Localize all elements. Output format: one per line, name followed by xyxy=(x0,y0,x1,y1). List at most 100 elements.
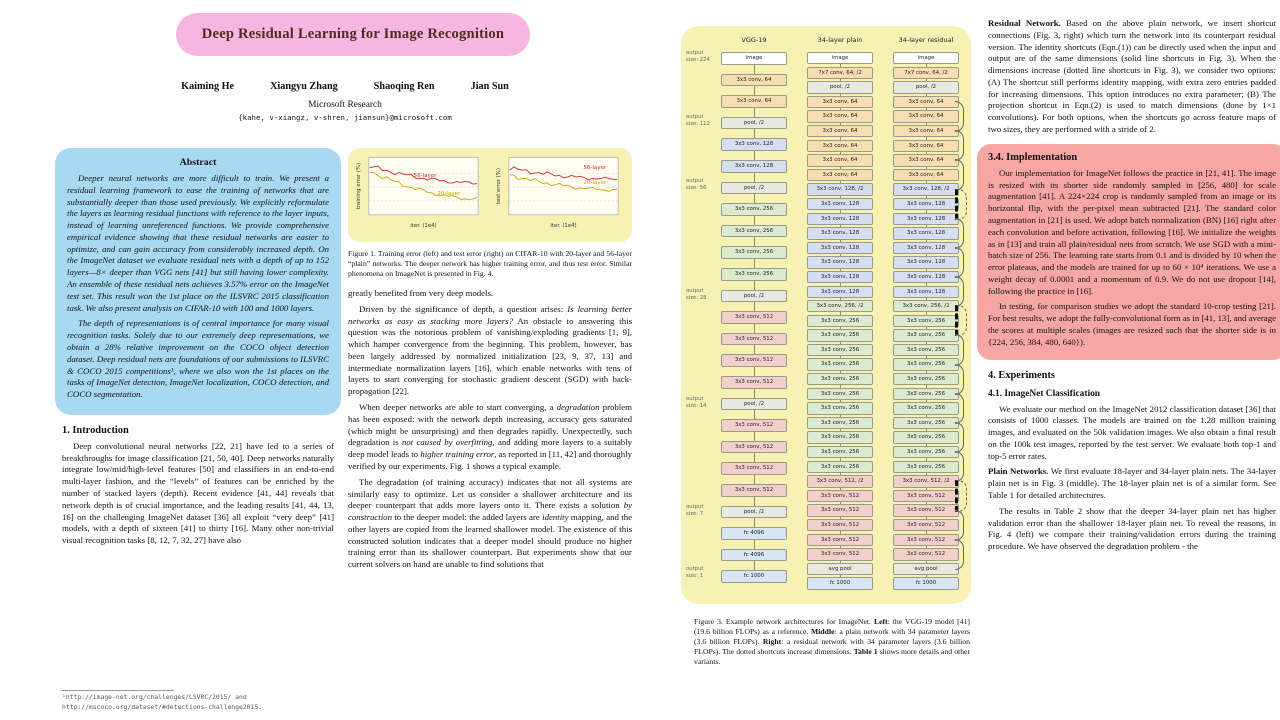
net-layer-box: pool, /2 xyxy=(721,397,787,411)
introduction-paragraph: Deep convolutional neural networks [22, … xyxy=(62,440,334,546)
body-paragraph: Plain Networks. We first evaluate 18-lay… xyxy=(988,466,1276,500)
author-name: Jian Sun xyxy=(470,81,509,92)
net-column-label: VGG-19 xyxy=(741,36,767,44)
author-emails: {kahe, v-xiangz, v-shren, jiansun}@micro… xyxy=(238,113,452,122)
output-size-label: output size: 1 xyxy=(686,566,704,579)
net-layer-box: 3x3 conv, 256, /2 xyxy=(807,300,873,313)
net-layer-box: 3x3 conv, 64 xyxy=(721,73,787,87)
net-layer-box: 3x3 conv, 512 xyxy=(721,484,787,497)
net-layer-box: 3x3 conv, 128, /2 xyxy=(893,183,959,196)
body-paragraph: The results in Table 2 show that the dee… xyxy=(988,505,1276,552)
output-size-label: output size: 7 xyxy=(686,504,704,517)
net-layer-box: 3x3 conv, 128 xyxy=(721,160,787,173)
net-layer-box: 3x3 conv, 64 xyxy=(893,168,959,182)
net-layer-box: image xyxy=(807,52,873,65)
output-size-label: output size: 112 xyxy=(686,114,710,127)
net-layer-box: 3x3 conv, 128 xyxy=(807,227,873,240)
error-curve-20-layer xyxy=(369,172,478,200)
author-name: Kaiming He xyxy=(181,81,235,92)
net-layer-box: 3x3 conv, 64 xyxy=(807,95,873,109)
introduction-heading: 1. Introduction xyxy=(62,424,129,436)
body-paragraph: Driven by the significance of depth, a q… xyxy=(348,303,633,397)
net-layer-box: image xyxy=(721,52,787,65)
figure3-highlight: VGG-19 image 3x3 conv, 64 3x3 conv, 64 pool… xyxy=(681,26,971,604)
abstract-paragraph: The depth of representations is of centr… xyxy=(67,318,329,400)
net-layer-box: pool, /2 xyxy=(721,505,787,519)
net-layer-box: 7x7 conv, 64, /2 xyxy=(893,66,959,79)
net-layer-box: pool, /2 xyxy=(893,81,959,94)
net-layer-box: 3x3 conv, 128 xyxy=(893,270,959,284)
net-layer-box: 3x3 conv, 256 xyxy=(893,373,959,386)
net-layer-box: 3x3 conv, 64 xyxy=(807,154,873,167)
experiments-body: We evaluate our method on the ImageNet 2… xyxy=(988,404,1276,553)
net-layer-box: 3x3 conv, 512 xyxy=(893,504,959,517)
net-layer-box: 3x3 conv, 256 xyxy=(721,203,787,216)
net-column-label: 34-layer plain xyxy=(817,36,863,44)
net-layer-box: 3x3 conv, 512, /2 xyxy=(807,475,873,488)
net-layer-box: 3x3 conv, 256 xyxy=(721,268,787,281)
net-layer-box: 3x3 conv, 256, /2 xyxy=(893,300,959,313)
net-layer-box: 3x3 conv, 128, /2 xyxy=(807,183,873,196)
net-layer-box: fc 1000 xyxy=(807,577,873,590)
shortcut-arc xyxy=(955,363,964,395)
net-layer-box: 3x3 conv, 256 xyxy=(807,314,873,328)
net-layer-box: 3x3 conv, 256 xyxy=(807,431,873,444)
net-layer-box: 3x3 conv, 64 xyxy=(893,95,959,109)
net-layer-box: 3x3 conv, 64 xyxy=(807,110,873,123)
net-layer-box: 3x3 conv, 512, /2 xyxy=(893,475,959,488)
net-layer-box: 3x3 conv, 128 xyxy=(807,212,873,225)
body-paragraph: The degradation (of training accuracy) i… xyxy=(348,476,633,570)
net-layer-box: 3x3 conv, 512 xyxy=(721,376,787,389)
implementation-paragraph: In testing, for comparison studies we ad… xyxy=(988,301,1276,347)
net-layer-box: 3x3 conv, 64 xyxy=(893,139,959,152)
net-layer-box: 3x3 conv, 256 xyxy=(893,416,959,430)
net-layer-box: 7x7 conv, 64, /2 xyxy=(807,66,873,79)
net-layer-box: 3x3 conv, 128 xyxy=(807,270,873,284)
net-layer-box: 3x3 conv, 256 xyxy=(807,358,873,371)
net-layer-box: 3x3 conv, 128 xyxy=(893,285,959,298)
net-column-34-residual: 34-layer residual image 7x7 conv, 64, /2 p… xyxy=(887,36,967,596)
net-layer-box: fc 4096 xyxy=(721,548,787,562)
net-layer-box: 3x3 conv, 128 xyxy=(807,285,873,298)
page1-column-left: Abstract Deeper neural networks are more… xyxy=(55,148,341,714)
net-layer-box: 3x3 conv, 256 xyxy=(893,402,959,415)
series-label-56-layer: 56-layer xyxy=(414,173,438,179)
net-layer-box: 3x3 conv, 256 xyxy=(893,358,959,371)
net-layer-box: image xyxy=(893,52,959,65)
net-layer-box: 3x3 conv, 256 xyxy=(893,446,959,459)
net-layer-box: 3x3 conv, 256 xyxy=(807,460,873,474)
footnote-rule xyxy=(62,690,174,692)
net-layer-box: 3x3 conv, 128 xyxy=(893,197,959,211)
shortcut-arc xyxy=(955,130,964,162)
implementation-body: Our implementation for ImageNet follows … xyxy=(988,168,1276,349)
experiments-heading: 4. Experiments xyxy=(988,369,1055,381)
net-layer-box: 3x3 conv, 512 xyxy=(721,440,787,454)
net-layer-box: 3x3 conv, 256 xyxy=(807,387,873,401)
net-layer-box: 3x3 conv, 64 xyxy=(807,124,873,138)
net-column-34-plain: 34-layer plain image 7x7 conv, 64, /2 pool… xyxy=(801,36,879,596)
abstract-heading: Abstract xyxy=(179,157,217,168)
net-layer-box: 3x3 conv, 256 xyxy=(807,416,873,430)
footnote-link[interactable]: ¹http://image-net.org/challenges/LSVRC/2… xyxy=(62,693,263,711)
y-axis-label: training error (%) xyxy=(356,163,362,209)
net-layer-box: 3x3 conv, 256 xyxy=(893,431,959,444)
net-column-label: 34-layer residual xyxy=(898,36,954,44)
net-layer-box: 3x3 conv, 256 xyxy=(893,387,959,401)
net-layer-box: 3x3 conv, 64 xyxy=(893,154,959,167)
body-paragraph: greatly benefited from very deep models. xyxy=(348,288,494,298)
shortcut-arc-dotted xyxy=(955,305,967,337)
x-axis-label: iter. (1e4) xyxy=(550,223,576,229)
net-layer-box: 3x3 conv, 512 xyxy=(721,419,787,432)
net-layer-box: pool, /2 xyxy=(721,116,787,130)
net-layer-box: 3x3 conv, 512 xyxy=(893,519,959,532)
net-layer-box: 3x3 conv, 256 xyxy=(807,343,873,357)
net-layer-box: 3x3 conv, 256 xyxy=(721,224,787,238)
residual-network-body: Residual Network. Based on the above pla… xyxy=(988,18,1276,136)
abstract-highlight: Abstract Deeper neural networks are more… xyxy=(55,148,341,415)
net-layer-box: 3x3 conv, 512 xyxy=(893,548,959,561)
net-layer-box: 3x3 conv, 64 xyxy=(893,110,959,123)
net-layer-box: 3x3 conv, 512 xyxy=(721,332,787,346)
shortcut-arc xyxy=(955,422,964,454)
net-layer-box: 3x3 conv, 256 xyxy=(893,329,959,342)
